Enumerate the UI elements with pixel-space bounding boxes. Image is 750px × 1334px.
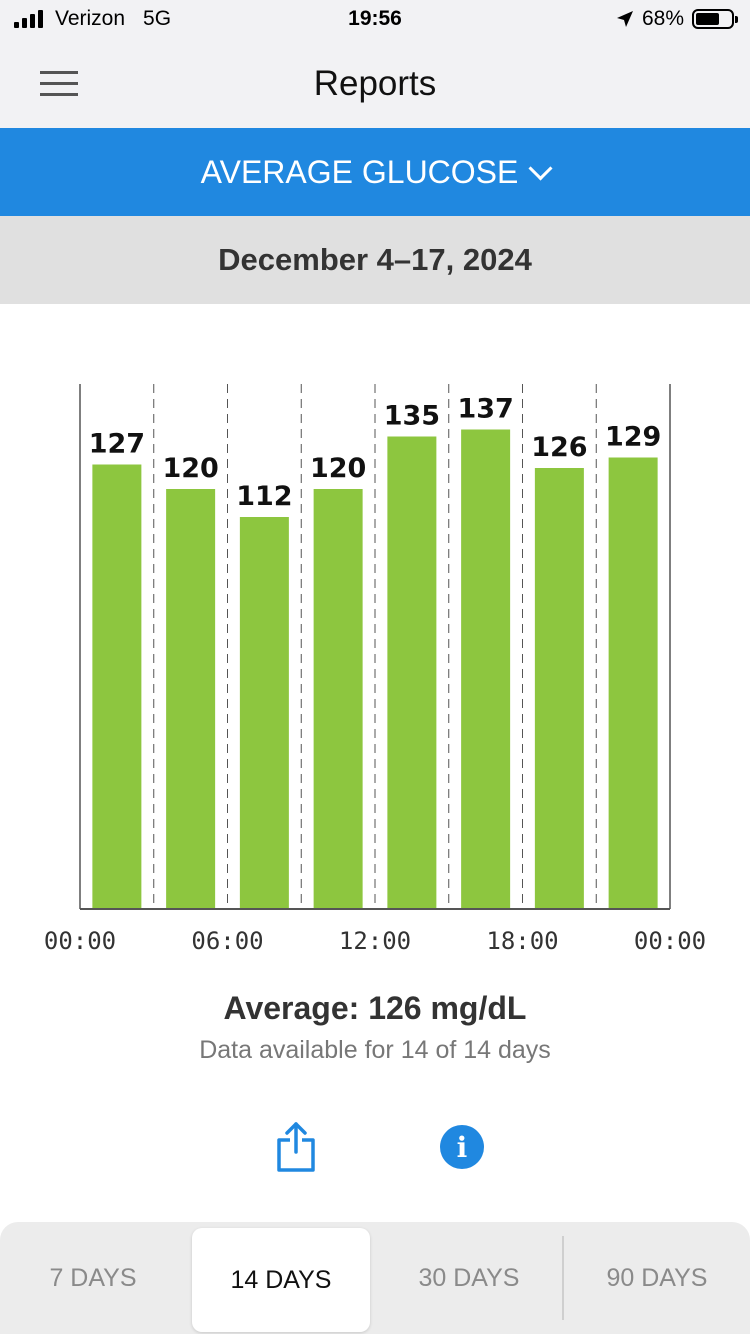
nav-bar: Reports <box>0 40 750 129</box>
tab-30-days[interactable]: 30 DAYS <box>376 1222 562 1334</box>
tab-divider <box>562 1236 564 1320</box>
x-tick-label: 00:00 <box>44 927 116 955</box>
x-tick-label: 06:00 <box>191 927 263 955</box>
battery-percent: 68% <box>641 7 684 30</box>
tab-90-days-label: 90 DAYS <box>606 1263 708 1292</box>
carrier-name: Verizon <box>55 7 126 30</box>
bar <box>239 517 289 909</box>
tab-7-days-label: 7 DAYS <box>49 1263 137 1292</box>
bar-value-label: 129 <box>605 422 661 453</box>
bar-value-label: 112 <box>236 481 292 512</box>
average-glucose-chart: 127 120 112 120 135 137 126 129 00:00 06:00 12:00 1… <box>44 384 706 955</box>
report-type-label: AVERAGE GLUCOSE <box>200 153 519 190</box>
tab-90-days[interactable]: 90 DAYS <box>564 1222 750 1334</box>
report-type-selector[interactable]: AVERAGE GLUCOSE <box>0 128 750 216</box>
hamburger-menu-icon[interactable] <box>40 71 78 97</box>
status-left: Verizon 5G <box>14 7 171 31</box>
bar-value-label: 120 <box>310 453 366 484</box>
battery-icon <box>692 9 738 29</box>
battery-fill <box>696 13 719 25</box>
signal-icon <box>14 10 43 28</box>
x-tick-label: 18:00 <box>486 927 558 955</box>
bar <box>387 436 437 909</box>
info-icon[interactable]: i <box>440 1125 484 1169</box>
bar <box>461 429 511 909</box>
average-value: Average: 126 mg/dL <box>223 990 527 1026</box>
info-glyph: i <box>456 1130 468 1164</box>
date-range-label: December 4–17, 2024 <box>218 242 532 277</box>
tab-14-days-label: 14 DAYS <box>230 1265 332 1294</box>
bar <box>534 468 584 909</box>
range-segmented-control: 7 DAYS 14 DAYS 30 DAYS 90 DAYS <box>0 1222 750 1334</box>
page-title: Reports <box>313 64 437 103</box>
status-bar: Verizon 5G 19:56 68% <box>0 0 750 40</box>
tab-30-days-label: 30 DAYS <box>418 1263 520 1292</box>
x-tick-label: 12:00 <box>339 927 411 955</box>
bar <box>166 489 216 909</box>
bar-value-label: 137 <box>457 394 513 425</box>
data-availability: Data available for 14 of 14 days <box>199 1036 551 1064</box>
share-icon[interactable] <box>276 1120 316 1172</box>
bar-value-label: 120 <box>162 453 218 484</box>
network-type: 5G <box>143 7 172 30</box>
date-range-bar: December 4–17, 2024 <box>0 216 750 304</box>
bar <box>608 457 658 909</box>
chevron-down-icon <box>528 155 553 181</box>
status-right: 68% <box>616 7 738 31</box>
bar-value-label: 135 <box>384 401 440 432</box>
bar-value-label: 126 <box>531 432 587 463</box>
status-time: 19:56 <box>348 7 402 30</box>
location-arrow-icon <box>616 11 633 27</box>
x-tick-label: 00:00 <box>634 927 706 955</box>
tab-14-days[interactable]: 14 DAYS <box>192 1228 370 1332</box>
bar-value-label: 127 <box>89 429 145 460</box>
bar <box>92 464 142 909</box>
bar <box>313 489 363 909</box>
tab-7-days[interactable]: 7 DAYS <box>0 1222 186 1334</box>
